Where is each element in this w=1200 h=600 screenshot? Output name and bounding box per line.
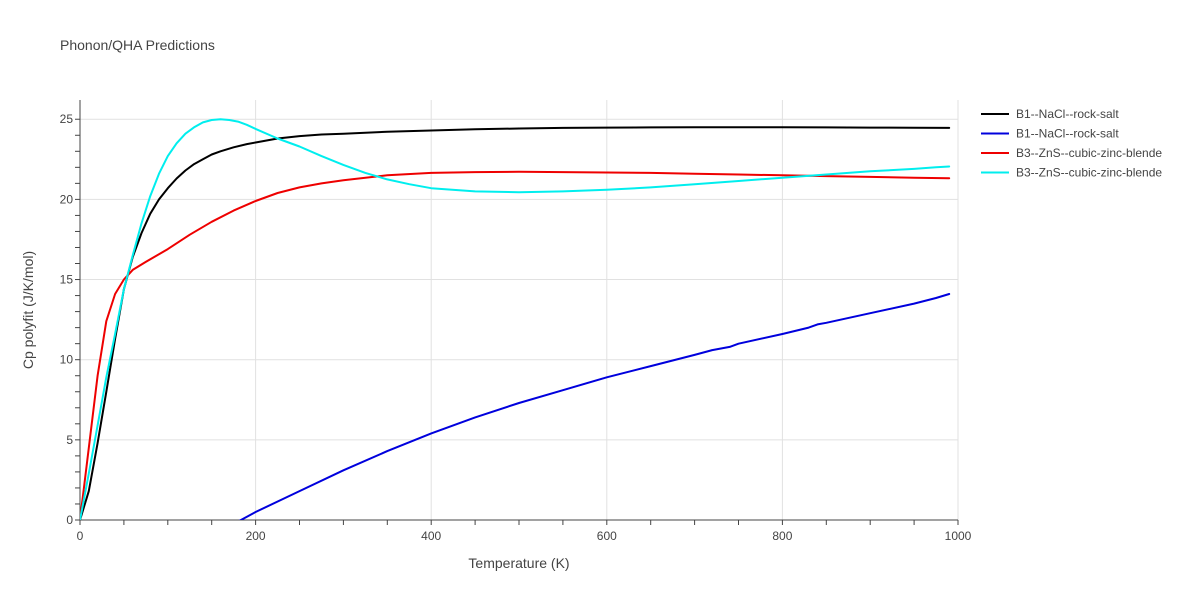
legend[interactable]: B1--NaCl--rock-salt B1--NaCl--rock-salt B3…	[981, 107, 1162, 180]
legend-item-1[interactable]: B1--NaCl--rock-salt	[981, 107, 1119, 121]
x-tick-label: 1000	[945, 529, 972, 543]
y-tick-label: 25	[60, 112, 74, 126]
legend-label: B1--NaCl--rock-salt	[1016, 127, 1119, 141]
x-tick-label: 800	[772, 529, 792, 543]
y-tick-label: 10	[60, 353, 74, 367]
legend-label: B3--ZnS--cubic-zinc-blende	[1016, 166, 1162, 180]
legend-label: B1--NaCl--rock-salt	[1016, 107, 1119, 121]
y-tick-label: 5	[66, 433, 73, 447]
series-line-3	[80, 170, 951, 520]
y-axis-title: Cp polyfit (J/K/mol)	[20, 251, 36, 369]
plot-area	[80, 118, 951, 520]
x-tick-label: 200	[246, 529, 266, 543]
y-tick-label: 20	[60, 192, 74, 206]
legend-label: B3--ZnS--cubic-zinc-blende	[1016, 146, 1162, 160]
x-tick-label: 400	[421, 529, 441, 543]
y-tick-label: 15	[60, 273, 74, 287]
legend-item-2[interactable]: B1--NaCl--rock-salt	[981, 127, 1119, 141]
axes	[75, 100, 959, 525]
tick-labels: 0 200 400 600 800 1000 0 5 10 15 20 25	[60, 112, 972, 543]
x-axis-title: Temperature (K)	[468, 555, 569, 571]
series-line-2	[238, 293, 951, 520]
x-tick-label: 0	[77, 529, 84, 543]
series-line-4	[80, 118, 951, 520]
grid	[80, 100, 959, 520]
legend-item-4[interactable]: B3--ZnS--cubic-zinc-blende	[981, 166, 1162, 180]
y-tick-label: 0	[66, 513, 73, 527]
legend-item-3[interactable]: B3--ZnS--cubic-zinc-blende	[981, 146, 1162, 160]
chart-title: Phonon/QHA Predictions	[60, 37, 215, 53]
x-tick-label: 600	[597, 529, 617, 543]
